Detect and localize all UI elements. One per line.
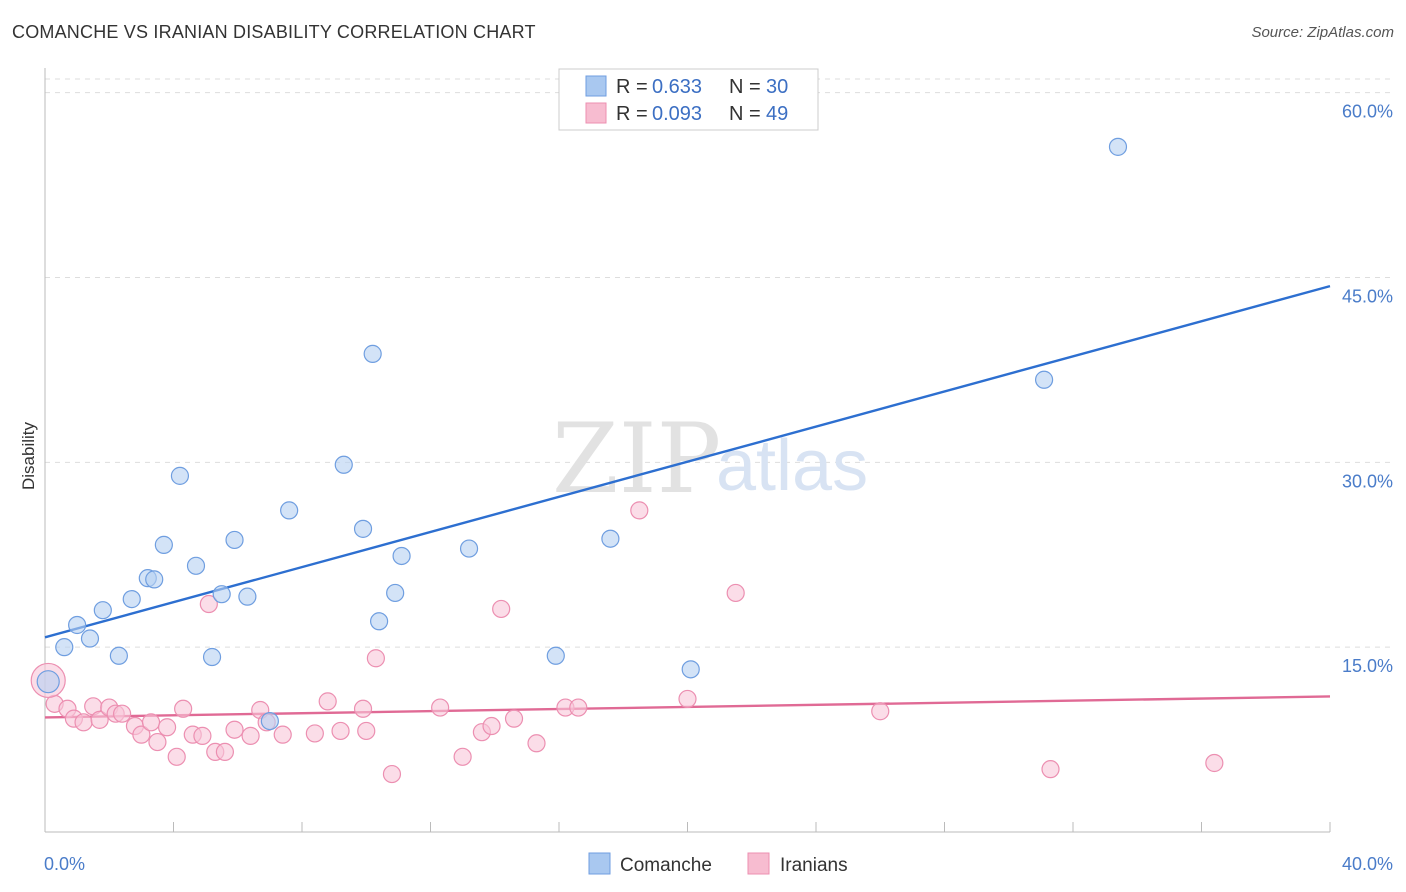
iranian-point xyxy=(492,599,511,619)
bottom-legend-swatch-iranians xyxy=(747,852,770,875)
iranian-point xyxy=(225,720,244,739)
iranian-point xyxy=(871,702,890,721)
y-tick-labels: 15.0% 30.0% 45.0% 60.0% xyxy=(1342,102,1393,677)
iranian-point xyxy=(193,726,212,745)
iranian-point xyxy=(504,709,524,728)
legend-n-label: N = xyxy=(729,103,761,125)
y-tick-label: 15.0% xyxy=(1342,656,1393,676)
comanche-point xyxy=(36,670,60,694)
iranian-point xyxy=(305,724,324,743)
iranian-point xyxy=(331,721,350,741)
iranian-point xyxy=(726,583,745,603)
legend-swatch-iranians xyxy=(585,102,607,124)
iranian-point xyxy=(382,764,402,784)
iranian-point xyxy=(453,747,472,766)
legend-r-label: R = xyxy=(616,103,648,125)
comanche-point xyxy=(202,647,222,667)
iranian-point xyxy=(357,721,376,741)
comanche-point xyxy=(225,530,244,550)
comanche-point xyxy=(386,583,405,603)
iranian-point xyxy=(569,698,588,717)
iranian-point xyxy=(527,734,546,753)
x-tick-labels: 0.0% 40.0% xyxy=(44,854,1393,874)
comanche-point xyxy=(154,535,173,554)
y-tick-label: 45.0% xyxy=(1342,286,1393,306)
iranian-point xyxy=(132,725,151,744)
bottom-legend: Comanche Iranians xyxy=(588,852,848,876)
y-tick-label: 60.0% xyxy=(1342,102,1393,122)
iranian-point xyxy=(112,704,132,723)
legend-n-label: N = xyxy=(729,76,761,98)
legend-r-value: 0.633 xyxy=(652,76,702,98)
iranian-point xyxy=(1205,753,1224,773)
iranian-point xyxy=(318,692,337,711)
iranian-point xyxy=(157,718,177,737)
legend-swatch-comanche xyxy=(585,75,607,97)
legend: R = 0.633 N = 30 R = 0.093 N = 49 xyxy=(558,68,819,131)
comanche-point xyxy=(186,556,206,575)
comanche-point xyxy=(80,629,100,648)
iranian-point xyxy=(482,716,501,736)
y-tick-label: 30.0% xyxy=(1342,471,1393,491)
bottom-legend-label-iranians: Iranians xyxy=(780,855,848,876)
iranian-point xyxy=(353,699,373,718)
iranian-point xyxy=(366,649,385,668)
bottom-legend-label-comanche: Comanche xyxy=(620,855,712,876)
comanche-point xyxy=(363,344,382,363)
iranian-point xyxy=(241,726,260,745)
legend-n-value: 30 xyxy=(766,76,788,98)
comanche-point xyxy=(681,660,700,679)
comanche-point xyxy=(546,646,565,665)
comanche-point xyxy=(353,519,373,538)
comanche-point xyxy=(334,455,353,474)
iranian-point xyxy=(148,732,167,752)
data-points xyxy=(30,137,1224,784)
iranian-point xyxy=(199,594,218,614)
grid-lines xyxy=(45,78,1394,648)
comanche-point xyxy=(1108,137,1128,156)
comanche-point xyxy=(370,612,389,631)
axes xyxy=(44,68,1331,833)
iranian-point xyxy=(273,725,292,744)
comanche-point xyxy=(212,585,231,604)
comanche-point xyxy=(122,590,141,609)
comanche-point xyxy=(260,711,279,731)
comanche-point xyxy=(145,570,164,589)
iranian-point xyxy=(215,742,234,762)
bottom-legend-swatch-comanche xyxy=(588,852,611,875)
iranian-point xyxy=(141,713,161,732)
chart-title: COMANCHE VS IRANIAN DISABILITY CORRELATI… xyxy=(12,22,536,42)
comanche-point xyxy=(55,638,74,657)
source-label: Source: ZipAtlas.com xyxy=(1251,24,1394,41)
legend-r-value: 0.093 xyxy=(652,103,702,125)
iranian-point xyxy=(174,699,193,718)
y-axis-label: Disability xyxy=(19,421,38,490)
legend-n-value: 49 xyxy=(766,103,788,125)
comanche-point xyxy=(392,546,411,566)
comanche-point xyxy=(68,615,87,635)
comanche-point xyxy=(601,529,620,548)
legend-r-label: R = xyxy=(616,76,648,98)
x-tick-label: 0.0% xyxy=(44,854,85,874)
comanche-point xyxy=(93,601,112,620)
comanche-point xyxy=(459,539,479,558)
iranian-point xyxy=(1041,760,1060,779)
iranian-point xyxy=(167,747,186,766)
comanche-point xyxy=(280,501,299,520)
x-tick-label: 40.0% xyxy=(1342,854,1393,874)
iranian-point xyxy=(74,713,93,732)
iranian-point xyxy=(431,698,450,717)
comanche-point xyxy=(170,466,190,485)
iranian-point xyxy=(90,710,109,729)
iranian-point xyxy=(678,689,697,709)
comanche-point xyxy=(109,646,128,665)
watermark: ZIP atlas xyxy=(552,403,868,515)
comanche-point xyxy=(238,587,257,606)
comanche-trend-line xyxy=(44,284,1331,639)
iranian-point xyxy=(630,501,649,520)
watermark-atlas: atlas xyxy=(716,426,868,506)
comanche-point xyxy=(1034,370,1054,389)
